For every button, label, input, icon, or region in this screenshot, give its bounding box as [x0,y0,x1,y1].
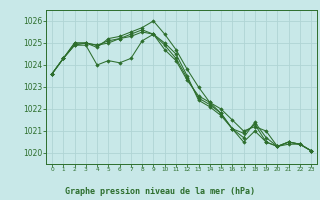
Text: Graphe pression niveau de la mer (hPa): Graphe pression niveau de la mer (hPa) [65,187,255,196]
